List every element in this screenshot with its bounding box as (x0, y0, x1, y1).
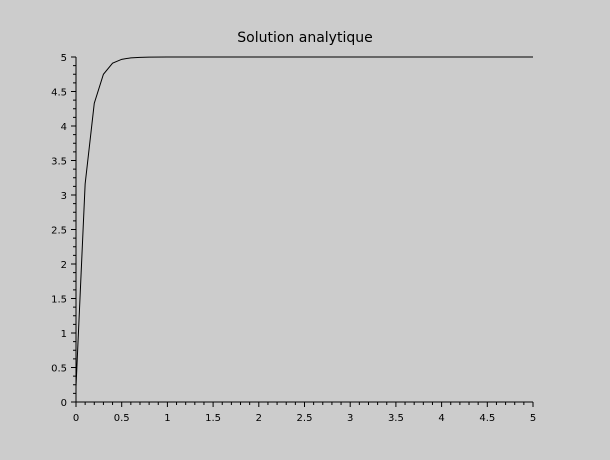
chart-axes (75, 57, 533, 403)
series-line-1 (75, 56, 533, 387)
y-tick-label: 2.5 (51, 226, 67, 237)
y-tick-label: 5 (61, 53, 67, 64)
y-tick-label: 4 (61, 122, 67, 133)
chart-plot-area (75, 56, 533, 387)
chart-title: Solution analytique (237, 30, 372, 46)
x-tick-label: 2 (256, 413, 262, 424)
x-tick-label: 1.5 (205, 413, 221, 424)
x-tick-label: 4.5 (479, 413, 495, 424)
y-tick-label: 2 (61, 260, 67, 271)
y-tick-label: 0 (61, 398, 67, 409)
y-tick-label: 3 (61, 191, 67, 202)
x-tick-label: 3.5 (388, 413, 404, 424)
y-tick-label: 0.5 (51, 364, 67, 375)
y-tick-label: 3.5 (51, 157, 67, 168)
x-tick-label: 0.5 (114, 413, 130, 424)
chart-ticks (71, 56, 534, 407)
x-tick-label: 4 (438, 413, 444, 424)
y-tick-label: 1 (61, 329, 67, 340)
x-tick-label: 3 (347, 413, 353, 424)
x-tick-label: 0 (73, 413, 79, 424)
y-tick-label: 4.5 (51, 88, 67, 99)
x-tick-label: 1 (164, 413, 170, 424)
x-tick-label: 2.5 (297, 413, 313, 424)
chart-tick-labels: 0 0.5 1 1.5 2 2.5 3 3.5 4 4.5 5 0 0.5 1 1.5 2 2.5 3 3.5 4 4.… (51, 53, 536, 424)
x-tick-label: 5 (530, 413, 536, 424)
y-tick-label: 1.5 (51, 295, 67, 306)
